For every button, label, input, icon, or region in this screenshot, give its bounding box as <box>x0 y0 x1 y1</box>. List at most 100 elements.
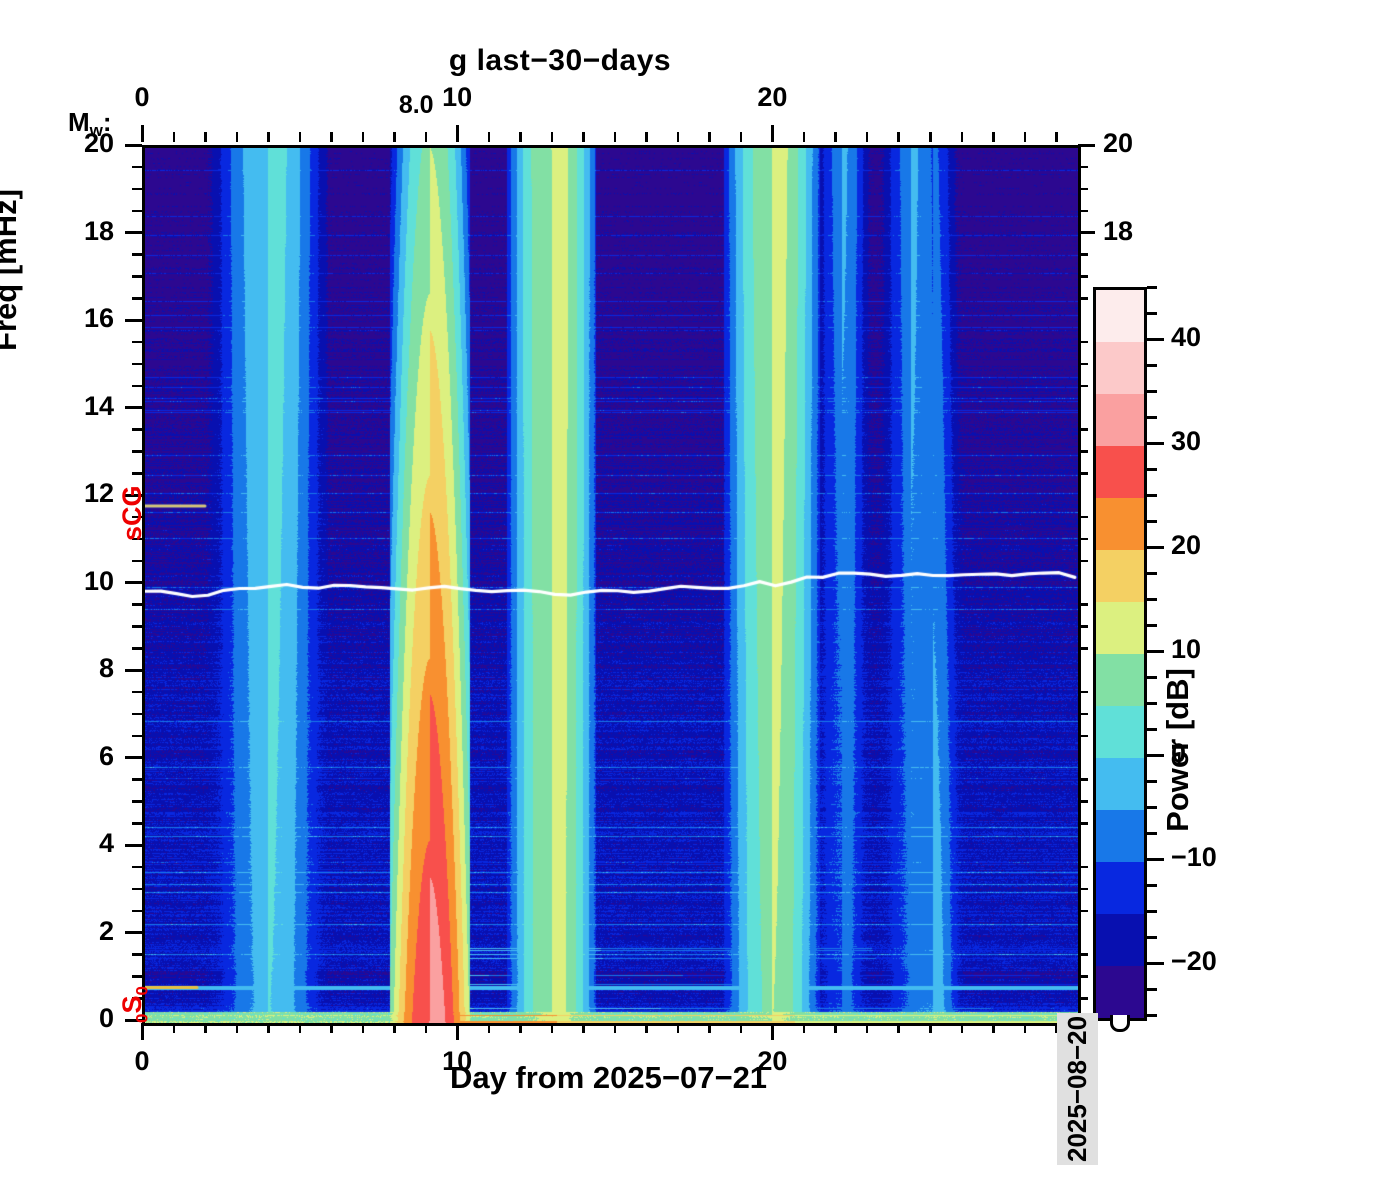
y-axis-right-minor-tick <box>1078 953 1088 956</box>
colorbar-major-tick <box>1147 753 1164 757</box>
y-axis-right-minor-tick <box>1078 734 1088 738</box>
top-axis-major-tick <box>140 125 144 142</box>
colorbar-tick-label: −10 <box>1171 842 1217 872</box>
x-axis-minor-tick <box>298 1023 302 1033</box>
colorbar-tick-label: 20 <box>1171 530 1202 560</box>
y-axis-right-minor-tick <box>1078 865 1088 869</box>
y-axis-right-minor-tick <box>1078 887 1088 891</box>
x-axis-major-tick <box>770 1023 774 1040</box>
x-axis-minor-tick <box>330 1023 333 1033</box>
colorbar-minor-tick <box>1147 572 1157 575</box>
top-axis-major-tick <box>455 125 459 142</box>
y-axis-minor-tick <box>132 909 142 913</box>
y-axis-minor-tick <box>132 778 142 781</box>
colorbar-minor-tick <box>1147 832 1157 835</box>
y-axis-major-tick <box>125 143 142 147</box>
mode-label-sCG: sCG <box>117 485 147 541</box>
x-axis-minor-tick <box>393 1023 396 1033</box>
colorbar-minor-tick <box>1147 416 1157 419</box>
y-axis-major-tick <box>125 581 142 584</box>
y-axis-minor-tick <box>132 997 142 1000</box>
top-axis-minor-tick <box>550 132 554 142</box>
top-axis-minor-tick <box>992 132 995 142</box>
top-axis-minor-tick <box>1023 132 1027 142</box>
colorbar-segment <box>1096 862 1144 914</box>
top-axis-minor-tick <box>1055 132 1058 142</box>
colorbar-segment <box>1096 498 1144 550</box>
x-axis-minor-tick <box>802 1023 806 1033</box>
colorbar-title: Power [dB] <box>1160 668 1195 832</box>
y-axis-minor-tick <box>132 712 142 716</box>
x-axis-minor-tick <box>676 1023 680 1033</box>
y-axis-right-minor-tick <box>1078 690 1088 694</box>
y-axis-minor-tick <box>132 253 142 256</box>
y-axis-minor-tick <box>132 865 142 869</box>
top-axis-minor-tick <box>613 132 617 142</box>
y-axis-right-minor-tick <box>1078 428 1088 431</box>
top-axis-minor-tick <box>361 132 365 142</box>
colorbar-minor-tick <box>1147 780 1157 783</box>
x-axis-minor-tick <box>929 1023 932 1033</box>
top-axis-tick-label: 20 <box>757 82 788 112</box>
y-axis-right-minor-tick <box>1078 472 1088 475</box>
x-axis-minor-tick <box>487 1023 491 1033</box>
y-axis-right-minor-tick <box>1078 275 1088 278</box>
colorbar-major-tick <box>1147 649 1164 653</box>
y-axis-major-tick <box>125 668 142 672</box>
colorbar-minor-tick <box>1147 988 1157 991</box>
x-axis-minor-tick <box>613 1023 617 1033</box>
colorbar-major-tick <box>1147 337 1164 341</box>
y-axis-minor-tick <box>132 209 142 213</box>
x-axis-minor-tick <box>708 1023 711 1033</box>
y-axis-right-minor-tick <box>1078 362 1088 366</box>
colorbar-major-tick <box>1147 961 1164 965</box>
colorbar-segment <box>1096 758 1144 810</box>
y-axis-minor-tick <box>132 559 142 563</box>
y-axis-right-minor-tick <box>1078 822 1088 825</box>
x-axis-minor-tick <box>267 1023 270 1033</box>
top-axis-tick-label: 10 <box>442 82 473 112</box>
colorbar-minor-tick <box>1147 468 1157 471</box>
x-axis-tick-label: 0 <box>134 1046 150 1076</box>
colorbar-major-tick <box>1147 545 1164 549</box>
y-axis-right-tick-label: 20 <box>1103 128 1134 158</box>
y-axis-right-minor-tick <box>1078 165 1088 169</box>
y-axis-tick-label: 14 <box>83 390 114 421</box>
y-axis-minor-tick <box>132 187 142 191</box>
y-axis-minor-tick <box>132 887 142 891</box>
colorbar-minor-tick <box>1147 494 1157 497</box>
x-axis-minor-tick <box>424 1023 428 1033</box>
y-axis-right-minor-tick <box>1078 909 1088 913</box>
y-axis-tick-label: 4 <box>98 828 114 858</box>
colorbar-major-tick <box>1147 857 1164 861</box>
colorbar-minor-tick <box>1147 364 1157 367</box>
colorbar-minor-tick <box>1147 520 1157 523</box>
colorbar-tick-label: 10 <box>1171 634 1202 664</box>
x-axis-minor-tick <box>834 1023 837 1033</box>
colorbar-segment <box>1096 914 1144 966</box>
y-axis-major-tick <box>125 756 142 759</box>
spectrogram-plot-area[interactable] <box>142 145 1081 1026</box>
colorbar[interactable] <box>1093 287 1147 1021</box>
y-axis-major-tick <box>125 931 142 934</box>
y-axis-right-minor-tick <box>1078 647 1088 650</box>
y-axis-right-minor-tick <box>1078 559 1088 563</box>
figure-title: g last−30−days <box>448 44 672 77</box>
y-axis-minor-tick <box>132 800 142 803</box>
y-axis-major-tick <box>125 843 142 847</box>
top-axis-major-tick <box>770 125 774 142</box>
x-axis-minor-tick <box>519 1023 522 1033</box>
x-axis-minor-tick <box>645 1023 648 1033</box>
y-axis-title: Freq [mHz] <box>0 189 23 351</box>
colorbar-tick-label: 30 <box>1171 426 1202 456</box>
x-axis-tick-label: 20 <box>757 1046 788 1076</box>
top-axis-minor-tick <box>330 132 333 142</box>
top-axis-minor-tick <box>172 132 176 142</box>
top-axis-minor-tick <box>424 132 428 142</box>
y-axis-right-minor-tick <box>1078 712 1088 716</box>
colorbar-segment <box>1096 810 1144 862</box>
end-date-tag: 2025−08−20 <box>1057 1012 1098 1165</box>
colorbar-segment <box>1096 706 1144 758</box>
colorbar-minor-tick <box>1147 936 1157 939</box>
